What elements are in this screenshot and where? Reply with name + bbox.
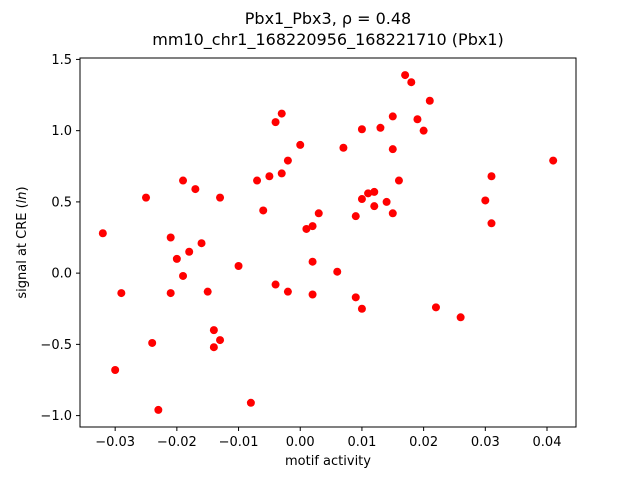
chart-title-line1: Pbx1_Pbx3, ρ = 0.48 bbox=[245, 9, 411, 29]
data-point bbox=[364, 189, 373, 198]
y-axis-label: signal at CRE (ln) bbox=[15, 186, 30, 298]
x-tick-label: −0.03 bbox=[95, 435, 135, 450]
data-point bbox=[351, 293, 360, 302]
axes-background bbox=[80, 58, 576, 427]
data-point bbox=[357, 304, 366, 313]
data-point bbox=[308, 222, 317, 231]
data-point bbox=[351, 212, 360, 221]
data-point bbox=[98, 229, 107, 238]
data-point bbox=[185, 247, 194, 256]
data-point bbox=[296, 140, 305, 149]
data-point bbox=[234, 262, 243, 271]
data-point bbox=[549, 156, 558, 165]
data-point bbox=[216, 193, 225, 202]
data-point bbox=[382, 197, 391, 206]
data-point bbox=[246, 398, 255, 407]
axes-spines bbox=[79, 57, 577, 428]
data-point bbox=[308, 257, 317, 266]
data-point bbox=[407, 78, 416, 87]
data-point bbox=[117, 289, 126, 298]
data-point bbox=[166, 233, 175, 242]
data-point bbox=[154, 405, 163, 414]
data-point bbox=[283, 287, 292, 296]
x-axis-label: motif activity bbox=[285, 454, 371, 469]
data-point bbox=[425, 96, 434, 105]
data-point bbox=[253, 176, 262, 185]
data-point bbox=[166, 289, 175, 298]
x-tick-label: 0.02 bbox=[409, 435, 438, 450]
data-point bbox=[302, 224, 311, 233]
data-point bbox=[370, 202, 379, 211]
data-point bbox=[308, 290, 317, 299]
data-point bbox=[216, 336, 225, 345]
data-point bbox=[179, 271, 188, 280]
x-tick-label: −0.02 bbox=[157, 435, 197, 450]
data-point bbox=[172, 254, 181, 263]
data-point bbox=[271, 280, 280, 289]
data-point bbox=[487, 172, 496, 181]
x-tick-label: 0.03 bbox=[471, 435, 500, 450]
x-tick-label: 0.04 bbox=[533, 435, 562, 450]
data-point bbox=[197, 239, 206, 248]
data-point bbox=[111, 366, 120, 375]
data-point bbox=[314, 209, 323, 218]
data-point bbox=[283, 156, 292, 165]
y-tick-label: 1.0 bbox=[51, 124, 72, 139]
data-point bbox=[401, 71, 410, 80]
data-point bbox=[413, 115, 422, 124]
y-tick-label: 0.0 bbox=[51, 267, 72, 282]
data-point bbox=[265, 172, 274, 181]
data-point bbox=[388, 145, 397, 154]
data-point bbox=[456, 313, 465, 322]
data-point bbox=[357, 195, 366, 204]
y-tick-label: 0.5 bbox=[51, 195, 72, 210]
y-tick-label: −0.5 bbox=[40, 338, 72, 353]
y-tick-label: −1.0 bbox=[40, 409, 72, 424]
data-point bbox=[203, 287, 212, 296]
data-point bbox=[376, 123, 385, 132]
data-point bbox=[191, 185, 200, 194]
data-point bbox=[209, 326, 218, 335]
data-point bbox=[209, 343, 218, 352]
data-point bbox=[481, 196, 490, 205]
data-point bbox=[370, 187, 379, 196]
data-point bbox=[277, 169, 286, 178]
data-point bbox=[357, 125, 366, 134]
x-tick-label: 0.01 bbox=[347, 435, 376, 450]
data-point bbox=[179, 176, 188, 185]
data-points-group bbox=[98, 71, 558, 414]
data-point bbox=[431, 303, 440, 312]
data-point bbox=[148, 338, 157, 347]
data-point bbox=[333, 267, 342, 276]
data-point bbox=[277, 109, 286, 118]
data-point bbox=[487, 219, 496, 228]
data-point bbox=[259, 206, 268, 215]
data-point bbox=[394, 176, 403, 185]
x-tick-label: −0.01 bbox=[219, 435, 259, 450]
x-tick-label: 0.00 bbox=[286, 435, 315, 450]
y-tick-label: 1.5 bbox=[51, 53, 72, 68]
data-point bbox=[419, 126, 428, 135]
chart-title-line2: mm10_chr1_168220956_168221710 (Pbx1) bbox=[152, 30, 503, 50]
data-point bbox=[388, 209, 397, 218]
data-point bbox=[388, 112, 397, 121]
data-point bbox=[142, 193, 151, 202]
data-point bbox=[339, 143, 348, 152]
data-point bbox=[271, 118, 280, 127]
